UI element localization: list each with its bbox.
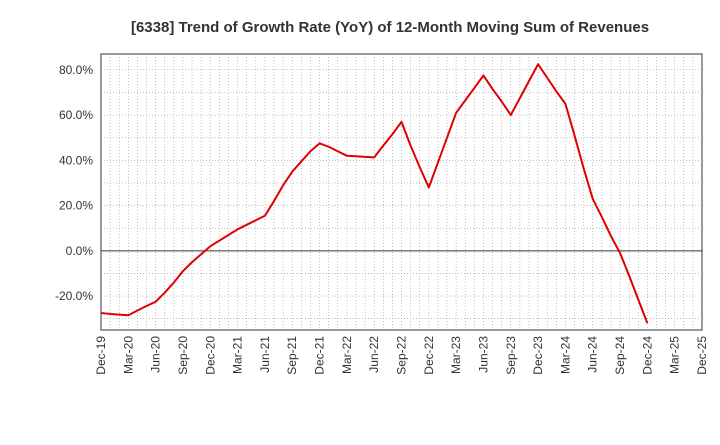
x-tick-label: Dec-24 <box>640 336 654 375</box>
x-tick-label: Jun-24 <box>586 336 600 373</box>
x-tick-label: Dec-20 <box>203 336 217 375</box>
x-tick-label: Sep-20 <box>176 336 190 375</box>
x-tick-label: Jun-22 <box>367 336 381 373</box>
x-tick-label: Mar-24 <box>558 336 572 374</box>
y-axis-tick-labels: 80.0% 60.0% 40.0% 20.0% 0.0% -20.0% <box>55 63 93 303</box>
y-tick-label: 40.0% <box>59 153 93 167</box>
x-tick-label: Mar-20 <box>121 336 135 374</box>
y-tick-label: 60.0% <box>59 108 93 122</box>
x-tick-label: Mar-22 <box>340 336 354 374</box>
x-tick-label: Jun-20 <box>149 336 163 373</box>
series-layer <box>100 63 649 324</box>
grid-lines <box>101 54 702 330</box>
y-tick-label: 0.0% <box>66 244 94 258</box>
y-tick-label: 80.0% <box>59 63 93 77</box>
x-tick-label: Mar-21 <box>231 336 245 374</box>
chart-title: [6338] Trend of Growth Rate (YoY) of 12-… <box>131 19 649 36</box>
x-tick-label: Mar-23 <box>449 336 463 374</box>
y-tick-label: -20.0% <box>55 289 93 303</box>
x-tick-label: Mar-25 <box>668 336 682 374</box>
x-tick-label: Dec-23 <box>531 336 545 375</box>
x-axis-tick-labels: Dec-19 Mar-20 Jun-20 Sep-20 Dec-20 Mar-21 Jun-… <box>94 336 709 375</box>
x-tick-label: Jun-23 <box>476 336 490 373</box>
x-tick-label: Dec-25 <box>695 336 709 375</box>
series-line <box>100 63 649 324</box>
x-tick-label: Dec-21 <box>313 336 327 375</box>
x-tick-label: Jun-21 <box>258 336 272 373</box>
x-tick-label: Sep-22 <box>395 336 409 375</box>
x-tick-label: Dec-19 <box>94 336 108 375</box>
x-tick-label: Sep-23 <box>504 336 518 375</box>
x-tick-label: Sep-24 <box>613 336 627 375</box>
x-tick-label: Dec-22 <box>422 336 436 375</box>
x-tick-label: Sep-21 <box>285 336 299 375</box>
y-tick-label: 20.0% <box>59 199 93 213</box>
